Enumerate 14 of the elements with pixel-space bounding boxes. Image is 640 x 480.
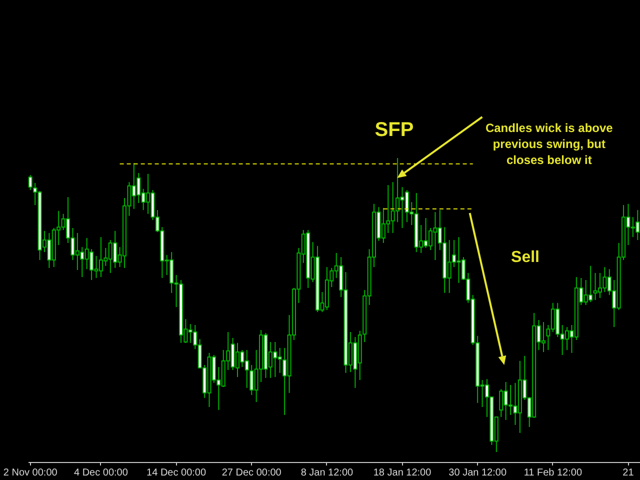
x-tick-label: 11 Feb 12:00 (524, 468, 582, 478)
x-tick-label: 8 Jan 12:00 (300, 468, 354, 478)
x-tick-label: 4 Dec 00:00 (74, 468, 128, 478)
x-tick-label: 27 Dec 00:00 (222, 468, 282, 478)
x-tick-label: 18 Jan 12:00 (373, 468, 432, 478)
x-tick-label: 14 Dec 00:00 (146, 468, 206, 478)
x-tick-label: 21 (622, 468, 634, 478)
candlestick (28, 174, 32, 191)
annotation: Candles wick is above previous swing, but closes below it (485, 121, 614, 167)
candlestick (541, 322, 546, 353)
x-tick-label: 2 Nov 00:00 (3, 468, 58, 478)
annotation: SFP (374, 119, 414, 141)
annotation: Sell (511, 249, 540, 266)
x-tick-label: 30 Jan 12:00 (448, 468, 507, 478)
